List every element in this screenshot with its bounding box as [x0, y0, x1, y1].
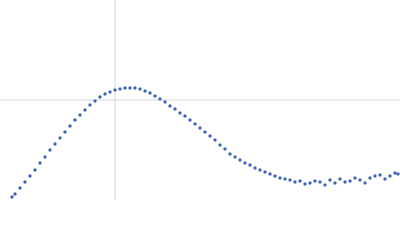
data-point: [323, 183, 327, 187]
data-point: [258, 168, 262, 172]
data-point: [108, 90, 112, 94]
data-point: [233, 155, 237, 159]
data-point: [228, 152, 232, 156]
data-point: [183, 114, 187, 118]
data-point: [328, 178, 332, 182]
data-point: [293, 180, 297, 184]
data-point: [218, 143, 222, 147]
data-point: [288, 178, 292, 182]
data-point: [13, 192, 17, 196]
data-point: [363, 181, 367, 185]
data-point: [48, 148, 52, 152]
data-point: [303, 182, 307, 186]
data-point: [373, 174, 377, 178]
data-point: [10, 195, 14, 199]
data-point: [123, 86, 127, 90]
data-point: [208, 134, 212, 138]
data-point: [333, 181, 337, 185]
data-point: [18, 186, 22, 190]
data-point: [113, 88, 117, 92]
data-point: [23, 180, 27, 184]
data-point: [193, 122, 197, 126]
data-point: [103, 92, 107, 96]
data-point: [243, 161, 247, 165]
data-point: [378, 173, 382, 177]
data-point: [268, 172, 272, 176]
data-point: [73, 118, 77, 122]
data-point: [128, 86, 132, 90]
data-point: [143, 89, 147, 93]
data-point: [223, 147, 227, 151]
data-point: [168, 104, 172, 108]
data-point: [383, 177, 387, 181]
data-point: [348, 179, 352, 183]
data-point: [388, 174, 392, 178]
data-point: [253, 166, 257, 170]
data-point: [393, 171, 397, 175]
data-point: [396, 172, 400, 176]
data-point: [343, 180, 347, 184]
data-point: [238, 158, 242, 162]
data-point: [338, 177, 342, 181]
data-point: [278, 176, 282, 180]
data-point: [368, 176, 372, 180]
data-point: [313, 179, 317, 183]
data-point: [173, 107, 177, 111]
data-point: [148, 91, 152, 95]
data-point: [63, 130, 67, 134]
data-point: [38, 161, 42, 165]
data-point: [188, 118, 192, 122]
data-point: [163, 100, 167, 104]
data-point: [43, 155, 47, 159]
data-point: [213, 138, 217, 142]
data-point: [298, 179, 302, 183]
data-point: [78, 113, 82, 117]
data-point: [133, 86, 137, 90]
data-point: [263, 170, 267, 174]
data-point: [178, 111, 182, 115]
data-point: [283, 177, 287, 181]
data-point: [153, 94, 157, 98]
data-point: [58, 136, 62, 140]
data-point: [318, 180, 322, 184]
data-point: [33, 168, 37, 172]
data-point: [98, 95, 102, 99]
chart: [0, 0, 400, 200]
data-point: [158, 97, 162, 101]
data-point: [68, 124, 72, 128]
data-point: [88, 103, 92, 107]
data-point: [28, 174, 32, 178]
data-point: [273, 174, 277, 178]
data-point: [83, 108, 87, 112]
data-point: [353, 176, 357, 180]
data-point: [93, 99, 97, 103]
data-point: [308, 181, 312, 185]
data-point: [248, 163, 252, 167]
data-point: [198, 126, 202, 130]
data-point: [358, 178, 362, 182]
data-point: [203, 130, 207, 134]
data-point: [118, 87, 122, 91]
data-point: [53, 142, 57, 146]
data-point: [138, 87, 142, 91]
